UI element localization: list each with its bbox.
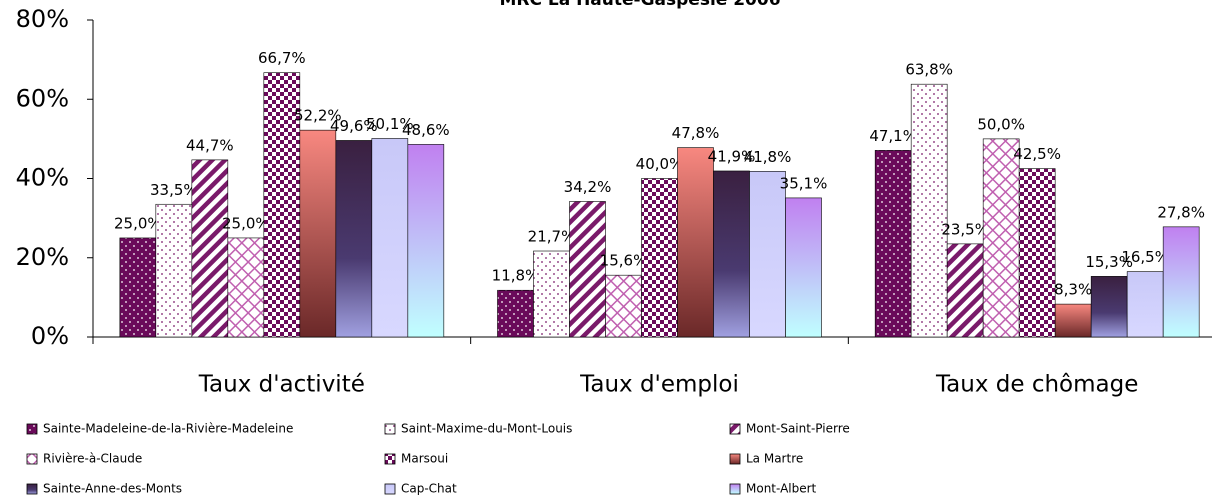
- value-label: 27,8%: [1157, 203, 1205, 221]
- legend-swatch: [26, 453, 38, 465]
- value-label: 23,5%: [941, 220, 989, 238]
- value-label: 41,8%: [744, 148, 792, 166]
- bar: [1126, 271, 1164, 338]
- value-label: 25,0%: [114, 214, 162, 232]
- value-label: 41,9%: [708, 147, 756, 165]
- y-tick-label: 20%: [16, 243, 69, 271]
- legend-label: La Martre: [746, 452, 803, 466]
- bar: [982, 138, 1020, 338]
- legend-label: Saint-Maxime-du-Mont-Louis: [401, 422, 572, 436]
- y-tick-label: 80%: [16, 5, 69, 33]
- value-label: 15,3%: [1085, 253, 1133, 271]
- bar: [407, 144, 445, 338]
- bar: [299, 129, 337, 338]
- bar: [1090, 276, 1128, 338]
- bar: [874, 150, 912, 338]
- legend-swatch: [26, 483, 38, 495]
- x-tick-label: Taux d'activité: [198, 372, 365, 398]
- value-label: 15,6%: [600, 252, 648, 270]
- legend-swatch: [729, 483, 741, 495]
- bar: [1162, 226, 1200, 338]
- bar: [1054, 303, 1092, 338]
- bar: [569, 201, 606, 338]
- bar: [677, 147, 714, 338]
- value-label: 48,6%: [402, 121, 450, 139]
- bar: [227, 237, 265, 338]
- bar: [155, 203, 193, 338]
- legend-label: Rivière-à-Claude: [43, 452, 142, 466]
- x-tick-label: Taux d'emploi: [579, 372, 739, 398]
- y-tick-label: 40%: [16, 164, 69, 192]
- y-tick-label: 60%: [16, 84, 69, 112]
- value-label: 50,1%: [366, 115, 414, 133]
- legend-swatch: [729, 453, 741, 465]
- value-label: 42,5%: [1013, 145, 1061, 163]
- bar: [785, 197, 822, 338]
- bar: [371, 138, 409, 338]
- value-label: 11,8%: [492, 267, 540, 285]
- legend-swatch: [26, 423, 38, 435]
- value-label: 16,5%: [1121, 248, 1169, 266]
- value-label: 47,8%: [672, 124, 720, 142]
- value-label: 8,3%: [1054, 281, 1092, 299]
- legend-swatch: [384, 423, 396, 435]
- value-label: 25,0%: [222, 214, 270, 232]
- bar: [119, 237, 157, 338]
- bar: [497, 289, 534, 338]
- value-label: 40,0%: [636, 155, 684, 173]
- legend-label: Cap-Chat: [401, 482, 457, 496]
- legend-label: Marsoui: [401, 452, 448, 466]
- bar: [641, 178, 678, 338]
- value-label: 34,2%: [564, 178, 612, 196]
- value-label: 21,7%: [528, 228, 576, 246]
- bar: [335, 140, 373, 338]
- value-label: 35,1%: [780, 174, 828, 192]
- x-tick-label: Taux de chômage: [935, 372, 1138, 398]
- legend-swatch: [384, 483, 396, 495]
- bar: [946, 243, 984, 338]
- value-label: 33,5%: [150, 181, 198, 199]
- bar: [533, 250, 570, 338]
- value-label: 66,7%: [258, 49, 306, 67]
- bar: [713, 170, 750, 338]
- chart-title: MRC La Haute-Gaspésie 2006: [499, 0, 780, 10]
- bar: [749, 171, 786, 338]
- bar: [910, 83, 948, 338]
- bar: [1018, 168, 1056, 338]
- value-label: 63,8%: [905, 61, 953, 79]
- legend-label: Mont-Albert: [746, 482, 817, 496]
- value-label: 44,7%: [186, 136, 234, 154]
- bar: [191, 159, 229, 338]
- legend-label: Mont-Saint-Pierre: [746, 422, 850, 436]
- legend-label: Sainte-Madeleine-de-la-Rivière-Madeleine: [43, 422, 293, 436]
- y-tick-label: 0%: [31, 322, 69, 350]
- value-label: 47,1%: [869, 127, 917, 145]
- bar: [605, 274, 642, 338]
- legend-swatch: [729, 423, 741, 435]
- value-label: 49,6%: [330, 117, 378, 135]
- value-label: 50,0%: [977, 115, 1025, 133]
- value-label: 52,2%: [294, 107, 342, 125]
- legend-label: Sainte-Anne-des-Monts: [43, 482, 182, 496]
- legend-swatch: [384, 453, 396, 465]
